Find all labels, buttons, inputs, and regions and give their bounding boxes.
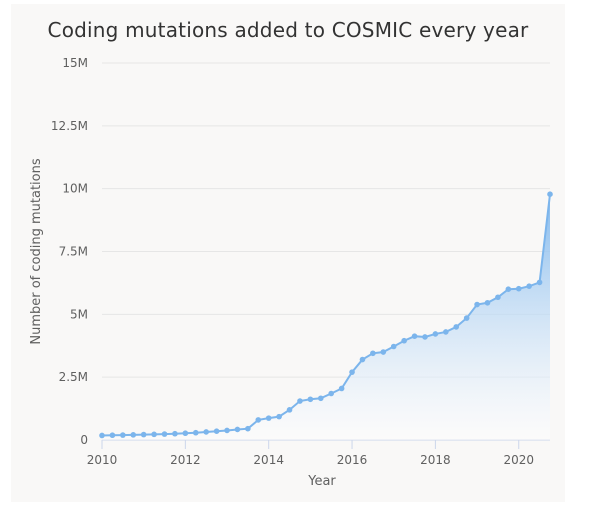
y-tick-label: 15M: [62, 56, 88, 70]
y-tick-label: 2.5M: [59, 370, 88, 384]
data-point[interactable]: [359, 356, 366, 363]
data-point[interactable]: [255, 417, 262, 423]
data-point[interactable]: [192, 429, 199, 436]
series-area: [102, 194, 550, 440]
y-tick-label: 5M: [70, 307, 88, 321]
data-point[interactable]: [338, 385, 345, 392]
data-point[interactable]: [265, 415, 272, 421]
data-point[interactable]: [390, 343, 397, 350]
y-tick-label: 0: [80, 433, 88, 447]
x-tick-label: 2012: [170, 453, 201, 467]
data-point[interactable]: [515, 285, 522, 292]
data-point[interactable]: [432, 331, 439, 337]
data-point[interactable]: [245, 425, 251, 432]
data-point[interactable]: [120, 432, 126, 438]
chart-card: Coding mutations added to COSMIC every y…: [11, 4, 565, 502]
x-tick-label: 2020: [503, 453, 534, 467]
y-tick-label: 12.5M: [51, 119, 88, 133]
data-point[interactable]: [317, 395, 324, 402]
data-point[interactable]: [328, 390, 335, 397]
data-point[interactable]: [349, 369, 355, 375]
data-point[interactable]: [443, 329, 449, 335]
data-point[interactable]: [505, 286, 512, 293]
x-tick-label: 2018: [420, 453, 451, 467]
data-point[interactable]: [380, 349, 387, 355]
x-tick-label: 2016: [337, 453, 368, 467]
data-point[interactable]: [234, 426, 241, 433]
y-axis-label: Number of coding mutations: [29, 158, 44, 344]
data-point[interactable]: [99, 432, 105, 439]
data-point[interactable]: [224, 427, 230, 434]
data-point[interactable]: [370, 350, 376, 357]
data-point[interactable]: [307, 396, 314, 403]
data-point[interactable]: [130, 432, 137, 438]
chart-svg: 0 2.5M 5M 7.5M 10M 12.5M 15M 2010 2012 2014 2016 20…: [29, 56, 553, 489]
data-point[interactable]: [213, 428, 220, 435]
data-point[interactable]: [474, 301, 480, 308]
x-tick-label: 2014: [253, 453, 284, 467]
data-point[interactable]: [172, 430, 178, 437]
data-point[interactable]: [161, 431, 168, 437]
y-tick-label: 7.5M: [59, 245, 88, 259]
data-point[interactable]: [547, 191, 553, 197]
data-point[interactable]: [276, 413, 282, 420]
data-point[interactable]: [463, 315, 470, 321]
data-point[interactable]: [182, 430, 189, 437]
data-point[interactable]: [151, 431, 157, 438]
data-point[interactable]: [536, 279, 543, 286]
x-tick-label: 2010: [87, 453, 118, 467]
data-point[interactable]: [422, 334, 428, 340]
data-point[interactable]: [401, 337, 407, 344]
data-point[interactable]: [526, 283, 532, 289]
data-point[interactable]: [453, 324, 460, 330]
data-point[interactable]: [286, 407, 293, 413]
data-point[interactable]: [140, 431, 147, 438]
y-tick-label: 10M: [62, 182, 88, 196]
chart-title: Coding mutations added to COSMIC every y…: [47, 18, 529, 42]
data-point[interactable]: [411, 333, 418, 339]
data-point[interactable]: [203, 429, 209, 435]
data-point[interactable]: [109, 432, 116, 439]
x-axis-label: Year: [307, 474, 336, 489]
data-point[interactable]: [297, 398, 303, 404]
data-point[interactable]: [495, 294, 501, 301]
data-point[interactable]: [484, 299, 491, 306]
